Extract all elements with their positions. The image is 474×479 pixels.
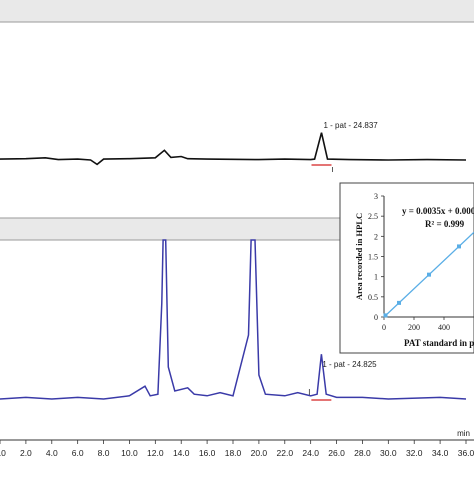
top-toolbar-strip [0, 0, 474, 22]
calibration-inset: 0 0.5 1 1.5 2 2.5 3 0 200 400 y = 0.0035x + 0.0006… [339, 182, 474, 354]
x-tick-label: 4.0 [46, 448, 58, 458]
top-chromatogram: 1 - pat - 24.837 [0, 121, 467, 172]
inset-y-axis-label: Area recorded in HPLC [354, 213, 364, 300]
x-tick-label: 10.0 [121, 448, 138, 458]
x-tick-label: 14.0 [173, 448, 190, 458]
top-trace-line [0, 132, 467, 166]
x-tick-label: 34.0 [432, 448, 449, 458]
x-tick-label: 30.0 [380, 448, 397, 458]
inset-y-tick-label: 2 [374, 232, 378, 241]
x-tick-label: 18.0 [225, 448, 242, 458]
x-tick-label: 20.0 [251, 448, 268, 458]
x-tick-label: 2.0 [20, 448, 32, 458]
inset-data-point [383, 313, 388, 318]
inset-y-tick-label: 2.5 [368, 212, 378, 221]
x-tick-label: 32.0 [406, 448, 423, 458]
inset-y-tick-label: 3 [374, 192, 378, 201]
inset-x-axis-label: PAT standard in ppb c [404, 338, 474, 348]
inset-x-tick-label: 200 [408, 323, 420, 332]
x-tick-label: 6.0 [72, 448, 84, 458]
x-tick-label: 8.0 [98, 448, 110, 458]
x-tick-label: 26.0 [328, 448, 345, 458]
inset-y-tick-label: 0 [374, 313, 378, 322]
inset-data-point [397, 300, 401, 305]
bottom-trace-line [0, 239, 467, 400]
inset-r-squared: R² = 0.999 [425, 219, 465, 229]
x-tick-label: 0.0 [0, 448, 6, 458]
x-tick-label: 36.0 [458, 448, 474, 458]
inset-y-tick-label: 1.5 [368, 253, 378, 262]
x-tick-label: 24.0 [302, 448, 319, 458]
inset-x-tick-label: 0 [382, 323, 386, 332]
x-tick-label: 16.0 [199, 448, 216, 458]
x-axis-label: min [457, 429, 470, 438]
inset-y-tick-label: 0.5 [368, 293, 378, 302]
inset-y-tick-label: 1 [374, 273, 378, 282]
bottom-peak-label: 1 - pat - 24.825 [322, 360, 377, 369]
inset-x-tick-label: 400 [438, 323, 450, 332]
x-tick-label: 28.0 [354, 448, 371, 458]
inset-equation: y = 0.0035x + 0.0006 [402, 206, 474, 216]
x-tick-label: 22.0 [277, 448, 294, 458]
inset-frame [339, 182, 474, 354]
inset-data-point [457, 244, 461, 249]
bottom-chromatogram: 1 - pat - 24.825 0.0 2.0 4.0 6.0 8.0 10.0 12.0 1… [0, 239, 474, 458]
inset-data-point [427, 272, 431, 277]
top-peak-label: 1 - pat - 24.837 [324, 121, 379, 130]
x-tick-label: 12.0 [147, 448, 164, 458]
